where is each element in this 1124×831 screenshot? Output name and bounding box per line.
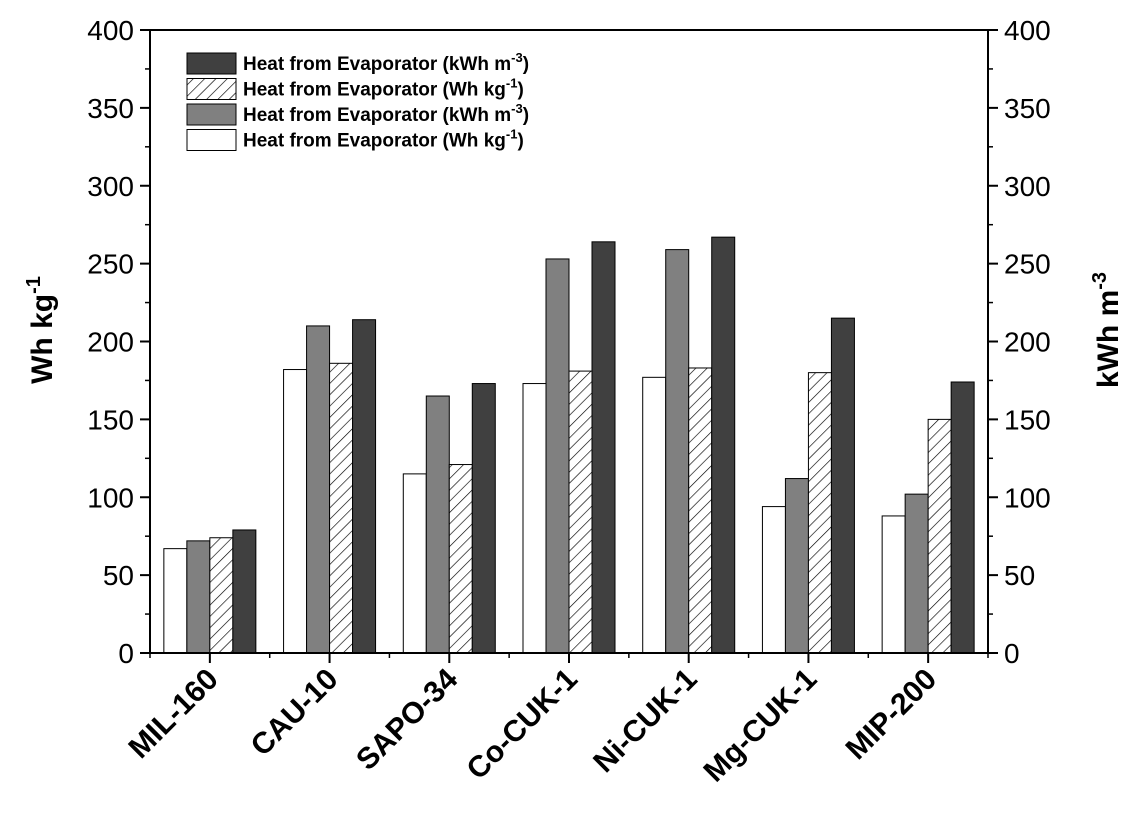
y-left-tick-label: 250 (87, 249, 134, 280)
bar-Co-CUK-1-series-2 (545, 258, 570, 654)
bar-Co-CUK-1-series-4 (591, 241, 616, 654)
bar-SAPO-34-series-3 (448, 464, 473, 654)
bars-layer (163, 236, 975, 654)
x-tick-label: SAPO-34 (350, 662, 464, 776)
bar-Mg-CUK-1-series-4 (830, 317, 855, 654)
y-right-tick-label: 200 (1004, 327, 1051, 358)
y-left-tick-label: 150 (87, 404, 134, 435)
bar-MIL-160-series-4 (232, 529, 257, 654)
bar-Ni-CUK-1-series-4 (711, 236, 736, 654)
bar-MIL-160-series-3 (209, 537, 234, 654)
y-left-tick-label: 0 (118, 638, 134, 669)
x-tick-label: MIL-160 (122, 663, 224, 765)
bar-Co-CUK-1-series-1 (522, 383, 547, 654)
x-tick-label: Ni-CUK-1 (587, 663, 703, 779)
y-left-tick-label: 350 (87, 93, 134, 124)
bar-MIP-200-series-4 (950, 381, 975, 654)
x-tick-label: Co-CUK-1 (460, 663, 584, 787)
y-right-tick-label: 250 (1004, 249, 1051, 280)
bar-MIP-200-series-1 (881, 515, 906, 654)
y-left-tick-label: 400 (87, 15, 134, 46)
y-left-tick-label: 100 (87, 482, 134, 513)
bar-MIL-160-series-2 (186, 540, 211, 654)
x-tick-label: CAU-10 (245, 663, 345, 763)
bar-CAU-10-series-2 (306, 325, 331, 654)
legend: Heat from Evaporator (kWh m-3)Heat from … (186, 50, 529, 152)
y-right-tick-label: 0 (1004, 638, 1020, 669)
legend-swatch (186, 103, 237, 126)
bar-CAU-10-series-4 (352, 319, 377, 654)
bar-SAPO-34-series-2 (425, 395, 450, 654)
legend-label: Heat from Evaporator (kWh m-3) (243, 101, 529, 126)
bar-Mg-CUK-1-series-2 (784, 478, 809, 654)
bar-Mg-CUK-1-series-1 (761, 506, 786, 654)
y-right-tick-label: 350 (1004, 93, 1051, 124)
y-left-tick-label: 300 (87, 171, 134, 202)
legend-label: Heat from Evaporator (Wh kg-1) (243, 127, 524, 152)
legend-swatch (186, 52, 237, 75)
bar-Ni-CUK-1-series-3 (688, 367, 713, 654)
x-tick-label: Mg-CUK-1 (698, 663, 824, 789)
legend-label: Heat from Evaporator (Wh kg-1) (243, 76, 524, 101)
bar-Mg-CUK-1-series-3 (807, 372, 832, 654)
y-right-tick-label: 150 (1004, 404, 1051, 435)
bar-CAU-10-series-3 (329, 362, 354, 654)
bar-Ni-CUK-1-series-1 (642, 376, 667, 654)
bar-CAU-10-series-1 (283, 369, 308, 654)
bar-MIP-200-series-3 (927, 418, 952, 654)
y-axis-left-title: Wh kg-1 (23, 276, 59, 384)
legend-label: Heat from Evaporator (kWh m-3) (243, 50, 529, 75)
x-tick-label: MIP-200 (840, 663, 944, 767)
bar-SAPO-34-series-4 (471, 383, 496, 654)
bar-MIP-200-series-2 (904, 493, 929, 654)
y-right-tick-label: 50 (1004, 560, 1035, 591)
y-right-tick-label: 300 (1004, 171, 1051, 202)
y-axis-right-title: kWh m-3 (1089, 272, 1124, 388)
y-left-tick-label: 200 (87, 327, 134, 358)
bar-SAPO-34-series-1 (402, 473, 427, 654)
y-right-tick-label: 400 (1004, 15, 1051, 46)
bar-MIL-160-series-1 (163, 548, 188, 654)
bar-Co-CUK-1-series-3 (568, 370, 593, 654)
bar-Ni-CUK-1-series-2 (665, 249, 690, 654)
legend-swatch (186, 78, 237, 100)
y-left-tick-label: 50 (103, 560, 134, 591)
legend-swatch (186, 129, 237, 151)
y-right-tick-label: 100 (1004, 482, 1051, 513)
